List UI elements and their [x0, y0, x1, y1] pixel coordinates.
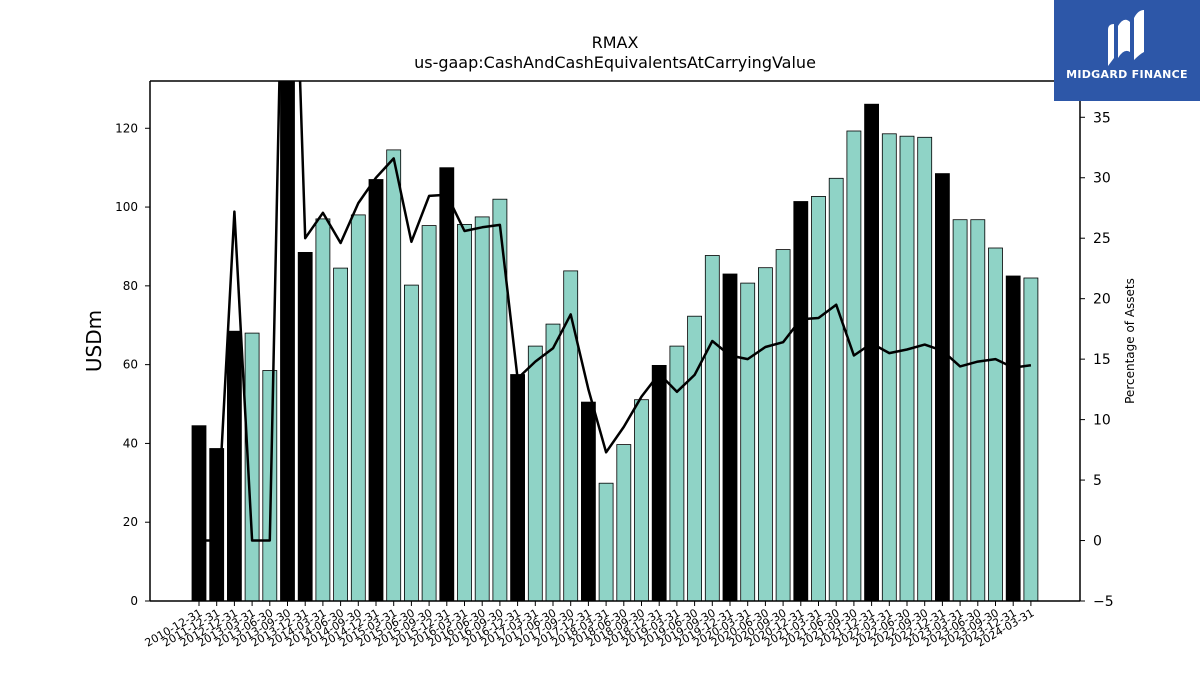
brand-logo: MIDGARD FINANCE	[1054, 0, 1200, 101]
y2-tick-label: −5	[1093, 594, 1114, 610]
bar	[722, 273, 738, 601]
bar	[917, 136, 933, 601]
y2-tick-label: 15	[1093, 352, 1111, 368]
bar	[581, 401, 596, 601]
bar	[669, 345, 685, 601]
axes: 020406080100120−5051015202530352010-12-3…	[115, 80, 1114, 650]
y2-tick-label: 5	[1093, 473, 1102, 489]
bar	[563, 270, 579, 601]
bar	[297, 251, 313, 601]
bar	[1005, 275, 1021, 601]
y2-tick-label: 20	[1093, 292, 1111, 308]
bar	[704, 255, 720, 601]
bar	[457, 223, 472, 601]
bar	[881, 133, 897, 601]
y2-tick-label: 35	[1093, 110, 1111, 126]
bar	[244, 332, 260, 601]
bar	[758, 267, 773, 601]
y2-tick-label: 30	[1093, 171, 1111, 187]
bar	[226, 330, 242, 601]
line-series	[199, 81, 1032, 542]
bar	[439, 167, 455, 601]
bar	[634, 399, 649, 601]
y-tick-label: 20	[123, 515, 138, 529]
y-axis-label: USDm	[82, 310, 106, 372]
bar	[864, 103, 879, 601]
y2-tick-label: 10	[1093, 413, 1111, 429]
y2-tick-label: 25	[1093, 231, 1111, 247]
bar	[510, 374, 526, 601]
bar	[545, 323, 561, 601]
bar	[368, 179, 384, 601]
y-tick-label: 60	[123, 358, 138, 372]
bar	[846, 130, 862, 601]
bar	[811, 195, 826, 601]
y-tick-label: 120	[115, 121, 138, 135]
y2-tick-label: 0	[1093, 534, 1102, 550]
y-tick-label: 0	[130, 594, 138, 608]
bar	[775, 249, 791, 601]
y-tick-label: 80	[123, 279, 138, 293]
bar	[191, 425, 207, 601]
bar	[315, 218, 331, 601]
bar	[651, 364, 667, 601]
bar	[333, 267, 349, 601]
bar	[988, 247, 1003, 601]
bar	[474, 216, 490, 601]
bar	[350, 214, 366, 601]
bar	[386, 149, 402, 601]
bar	[952, 219, 968, 601]
bar	[1023, 277, 1039, 601]
bar	[740, 282, 756, 601]
bar	[899, 135, 915, 601]
bar	[421, 225, 437, 601]
chart-title: RMAX	[592, 33, 639, 52]
bar-series	[191, 81, 1039, 601]
bar	[828, 177, 844, 601]
bar	[403, 284, 419, 601]
bar	[687, 315, 702, 601]
bar	[793, 201, 809, 601]
logo-text: MIDGARD FINANCE	[1066, 68, 1188, 81]
y2-axis-label: Percentage of Assets	[1123, 278, 1137, 404]
bar	[935, 173, 950, 601]
percentage-line	[199, 81, 1032, 542]
bar	[527, 345, 543, 601]
y-tick-label: 40	[123, 436, 138, 450]
bar	[616, 444, 632, 601]
logo-mark-icon	[1108, 10, 1144, 66]
y-tick-label: 100	[115, 200, 138, 214]
bar	[598, 482, 614, 601]
bar	[280, 81, 295, 601]
chart-subtitle: us-gaap:CashAndCashEquivalentsAtCarrying…	[414, 53, 816, 72]
bar	[970, 219, 986, 601]
